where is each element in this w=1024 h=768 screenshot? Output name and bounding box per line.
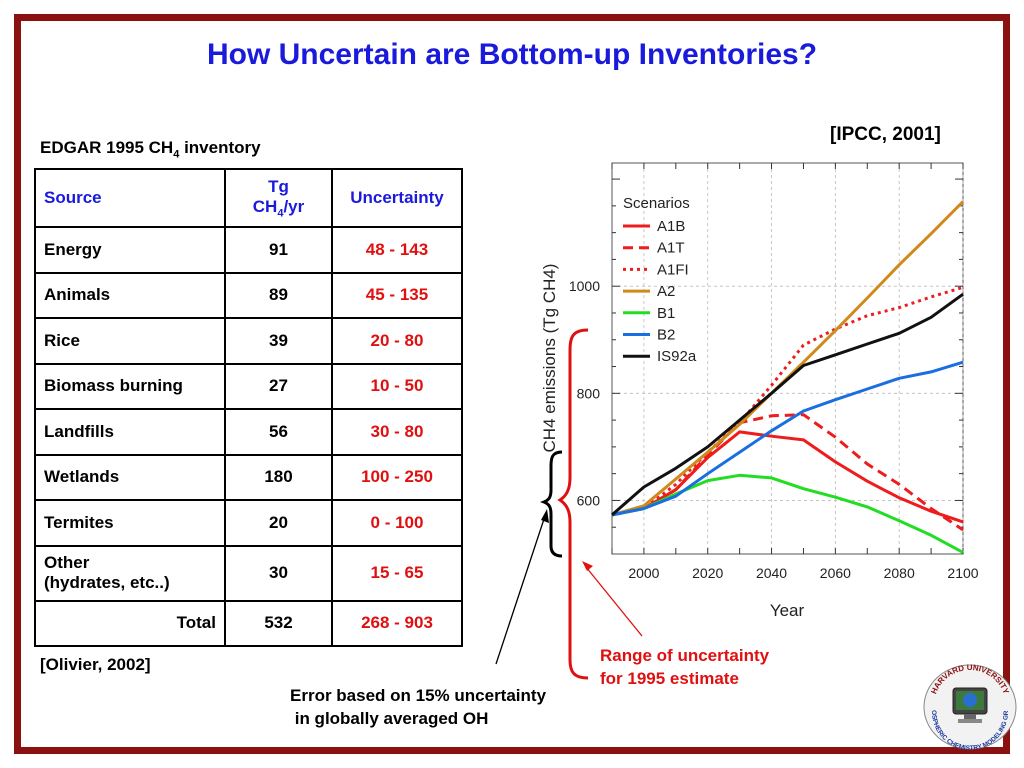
red-brace [557, 328, 589, 680]
y-axis-label: CH4 emissions (Tg CH4) [540, 264, 559, 453]
harvard-acmg-logo: HARVARD UNIVERSITY ATMOSPHERIC CHEMISTRY… [920, 660, 1017, 750]
ch4-emissions-chart: 600 800 1000 2000 2020 2040 2060 2080 2100 Scena… [540, 162, 979, 620]
ipcc-reference: [IPCC, 2001] [830, 124, 941, 145]
table-row: Animals 89 45 - 135 [34, 271, 463, 319]
black-arrowhead [541, 509, 549, 523]
row-tg: 27 [224, 362, 333, 410]
legend: Scenarios A1B A1T A1FI A2 B1 B2 IS92a [623, 195, 697, 365]
row-source: Wetlands [34, 453, 226, 501]
slide-title: How Uncertain are Bottom-up Inventories? [206, 38, 818, 71]
x-tick-label: 2000 [628, 565, 659, 581]
axis-ticks: 600 800 1000 2000 2020 2040 2060 2080 2100 [569, 163, 979, 581]
legend-label: B2 [657, 327, 675, 344]
row-uncertainty: 100 - 250 [331, 453, 463, 501]
legend-label: A1T [657, 240, 685, 257]
series-line-b2 [611, 360, 964, 517]
legend-title: Scenarios [623, 195, 690, 212]
row-tg: 180 [224, 453, 333, 501]
legend-label: IS92a [657, 348, 697, 365]
row-uncertainty: 15 - 65 [331, 544, 463, 602]
error-annotation: Error based on 15% uncertainty in global… [290, 686, 547, 728]
row-source: Animals [34, 271, 226, 319]
range-annotation: Range of uncertainty for 1995 estimate [600, 646, 770, 688]
table-row: Wetlands 180 100 - 250 [34, 453, 463, 501]
x-tick-label: 2020 [692, 565, 723, 581]
legend-label: A1B [657, 218, 685, 235]
slide-frame [14, 14, 1010, 754]
legend-label: A1FI [657, 261, 689, 278]
row-tg: 39 [224, 317, 333, 365]
table-header-row: Source Tg CH4/yr Uncertainty [34, 168, 463, 228]
row-source: Energy [34, 226, 226, 274]
row-tg: 30 [224, 544, 333, 602]
table-caption: EDGAR 1995 CH4 inventory [40, 138, 261, 161]
table-row: Landfills 56 30 - 80 [34, 408, 463, 456]
x-tick-label: 2040 [756, 565, 787, 581]
x-tick-label: 2080 [884, 565, 915, 581]
row-tg: 89 [224, 271, 333, 319]
series-line-a1b [611, 430, 964, 524]
black-arrow-line [495, 515, 546, 665]
row-source: Termites [34, 499, 226, 547]
series-lines [611, 200, 965, 554]
y-tick-label: 800 [577, 385, 601, 401]
series-line-b1 [611, 473, 964, 554]
legend-label: A2 [657, 283, 675, 300]
total-uncertainty: 268 - 903 [331, 599, 463, 647]
row-uncertainty: 10 - 50 [331, 362, 463, 410]
black-brace [539, 450, 563, 558]
legend-label: B1 [657, 305, 675, 322]
row-uncertainty: 0 - 100 [331, 499, 463, 547]
x-tick-label: 2100 [947, 565, 978, 581]
olivier-reference: [Olivier, 2002] [40, 655, 151, 674]
red-arrow-line [585, 566, 643, 637]
y-tick-label: 600 [577, 492, 601, 508]
x-axis-label: Year [770, 601, 805, 620]
emissions-table: Source Tg CH4/yr Uncertainty Energy 91 48… [34, 168, 463, 647]
header-source: Source [34, 168, 226, 228]
total-tg: 532 [224, 599, 333, 647]
row-source: Rice [34, 317, 226, 365]
row-tg: 20 [224, 499, 333, 547]
x-tick-label: 2060 [820, 565, 851, 581]
table-row: Energy 91 48 - 143 [34, 226, 463, 274]
table-row-total: Total 532 268 - 903 [34, 599, 463, 647]
red-arrowhead [582, 561, 593, 571]
table-row-other: Other (hydrates, etc..) 30 15 - 65 [34, 544, 463, 602]
table-row: Biomass burning 27 10 - 50 [34, 362, 463, 410]
row-tg: 56 [224, 408, 333, 456]
y-tick-label: 1000 [569, 278, 600, 294]
row-uncertainty: 48 - 143 [331, 226, 463, 274]
row-source: Other (hydrates, etc..) [34, 544, 226, 602]
header-uncertainty: Uncertainty [331, 168, 463, 228]
row-uncertainty: 30 - 80 [331, 408, 463, 456]
row-uncertainty: 20 - 80 [331, 317, 463, 365]
series-line-is92a [611, 292, 964, 517]
series-line-a1fi [611, 285, 964, 517]
table-row: Rice 39 20 - 80 [34, 317, 463, 365]
row-tg: 91 [224, 226, 333, 274]
total-label: Total [34, 599, 226, 647]
header-tg: Tg CH4/yr [224, 168, 333, 228]
table-row: Termites 20 0 - 100 [34, 499, 463, 547]
series-line-a1t [611, 413, 964, 532]
row-source: Biomass burning [34, 362, 226, 410]
row-source: Landfills [34, 408, 226, 456]
row-uncertainty: 45 - 135 [331, 271, 463, 319]
annotation-overlay [495, 328, 643, 680]
